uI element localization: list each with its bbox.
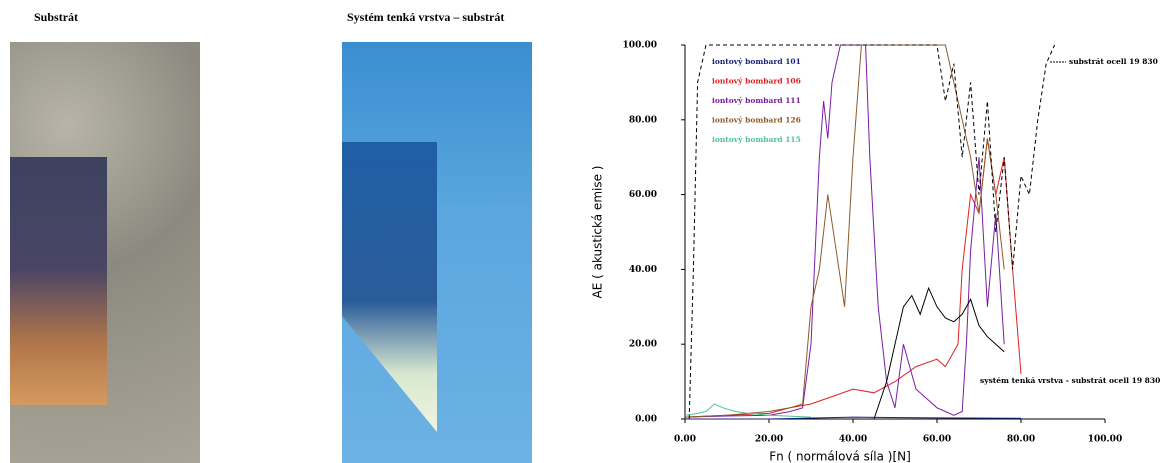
series-line [684,138,1022,418]
x-tick-label: 20.00 [755,435,783,445]
x-axis-label: Fn ( normálová síla )[N] [769,450,911,463]
legend-label: iontový bombard 106 [712,77,801,86]
legend-label: iontový bombard 111 [712,96,801,105]
photo [10,42,200,463]
y-tick-label: 20.00 [629,340,657,350]
x-tick-label: 40.00 [839,435,867,445]
series-line [684,403,812,418]
legend-label: iontový bombard 101 [712,57,801,66]
legend-label: iontový bombard 126 [712,116,801,125]
y-tick-label: 100.00 [623,41,657,51]
series-line [685,416,1022,420]
image-caption: Substrát [34,10,79,24]
legend-label: substrát ocell 19 830 [1069,57,1158,66]
y-axis-label: AE ( akustická emise ) [591,166,605,299]
photo [342,42,532,463]
scratch-area [10,157,107,405]
series-line [684,44,1005,418]
y-tick-label: 60.00 [629,190,657,200]
x-tick-label: 80.00 [1007,435,1035,445]
x-tick-label: 0.00 [674,435,696,445]
y-tick-label: 0.00 [635,415,657,425]
image-caption: Systém tenká vrstva – substrát [347,10,505,24]
series-line [684,44,1005,418]
x-tick-label: 100.00 [1088,435,1122,445]
series-line [688,44,1056,420]
curve-label: systém tenká vrstva - substrát ocell 19 … [980,376,1160,385]
y-tick-label: 80.00 [629,115,657,125]
legend-label: iontový bombard 115 [712,135,801,144]
series-line [873,286,1005,420]
x-tick-label: 60.00 [923,435,951,445]
y-tick-label: 40.00 [629,265,657,275]
